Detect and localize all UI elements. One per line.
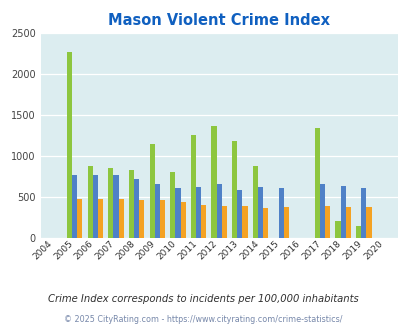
Bar xyxy=(252,166,257,238)
Bar xyxy=(319,184,324,238)
Bar xyxy=(200,205,206,238)
Bar xyxy=(170,172,175,238)
Bar xyxy=(190,135,196,238)
Bar xyxy=(257,187,262,238)
Bar xyxy=(149,144,154,238)
Legend: Mason, Tennessee, National: Mason, Tennessee, National xyxy=(70,329,367,330)
Text: Crime Index corresponds to incidents per 100,000 inhabitants: Crime Index corresponds to incidents per… xyxy=(47,294,358,304)
Bar xyxy=(154,183,160,238)
Bar xyxy=(242,206,247,238)
Bar xyxy=(211,126,216,238)
Bar xyxy=(72,176,77,238)
Bar xyxy=(98,199,103,238)
Bar xyxy=(118,199,124,238)
Bar xyxy=(196,187,200,238)
Bar xyxy=(237,190,242,238)
Bar xyxy=(314,128,319,238)
Bar xyxy=(365,207,371,238)
Bar xyxy=(160,200,164,238)
Bar xyxy=(87,166,92,238)
Bar xyxy=(180,202,185,238)
Bar xyxy=(113,176,118,238)
Bar xyxy=(360,188,365,238)
Bar xyxy=(232,141,237,238)
Bar xyxy=(67,52,72,238)
Bar xyxy=(355,226,360,238)
Bar xyxy=(139,200,144,238)
Bar xyxy=(134,179,139,238)
Title: Mason Violent Crime Index: Mason Violent Crime Index xyxy=(108,13,329,28)
Bar xyxy=(335,221,340,238)
Bar xyxy=(278,188,283,238)
Bar xyxy=(283,207,288,238)
Bar xyxy=(340,186,345,238)
Bar xyxy=(324,206,329,238)
Bar xyxy=(128,171,134,238)
Bar xyxy=(77,199,82,238)
Bar xyxy=(345,207,350,238)
Bar xyxy=(175,188,180,238)
Bar xyxy=(92,176,98,238)
Bar xyxy=(108,168,113,238)
Text: © 2025 CityRating.com - https://www.cityrating.com/crime-statistics/: © 2025 CityRating.com - https://www.city… xyxy=(64,315,341,324)
Bar xyxy=(216,184,221,238)
Bar xyxy=(221,206,226,238)
Bar xyxy=(262,208,268,238)
